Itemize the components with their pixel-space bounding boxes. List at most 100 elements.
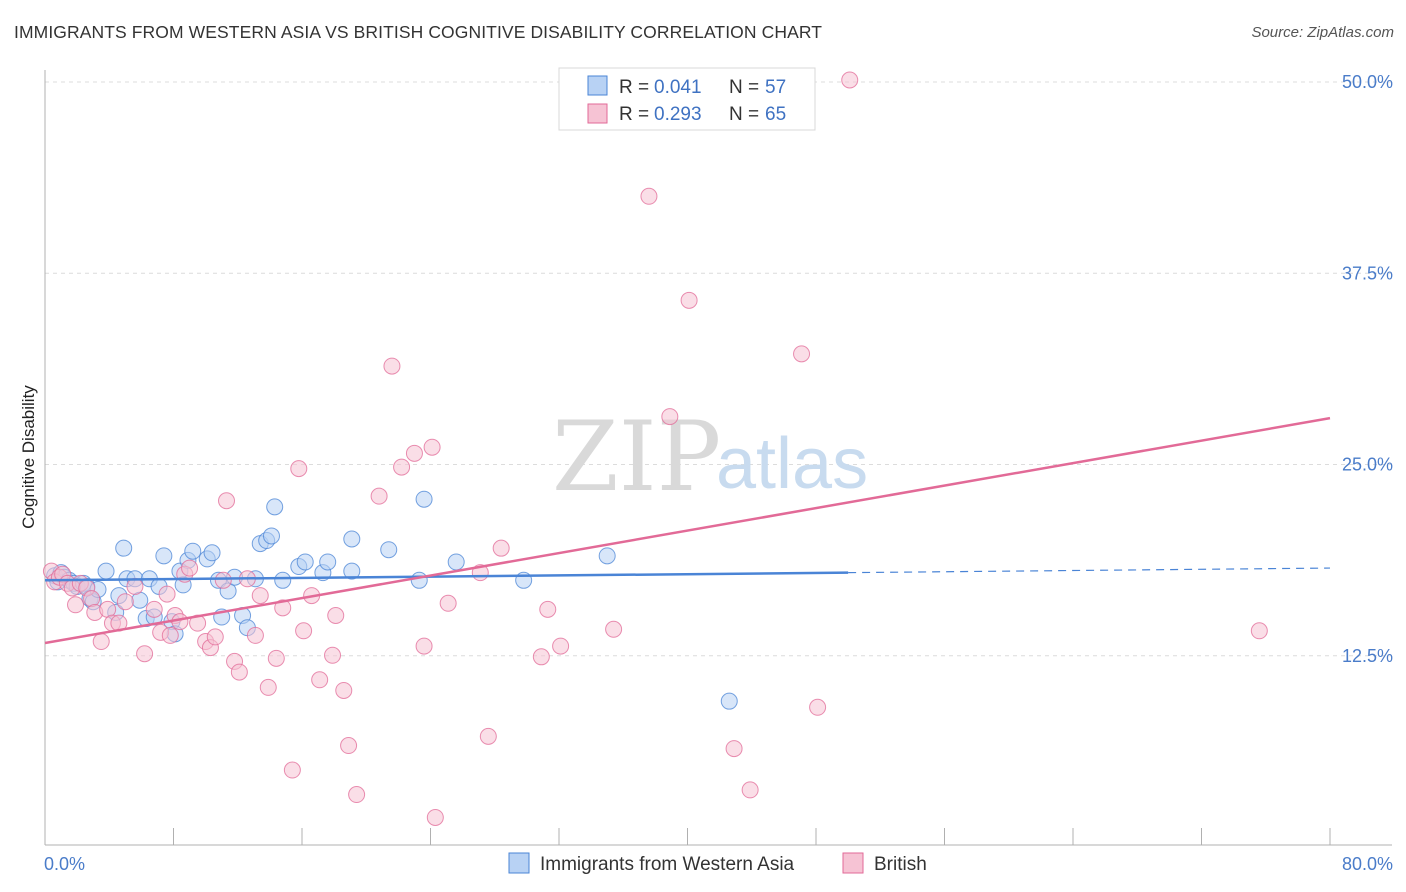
watermark-zip: ZIP [552,401,721,513]
point-series0-29 [184,542,202,560]
point-series0-41 [262,527,280,545]
trend-lines [44,416,1331,645]
point-series1-25 [181,559,199,577]
stats-n-label-blue: N = [729,77,759,98]
y-tick-label-1: 25.0% [1342,455,1393,475]
point-series1-60 [492,539,510,557]
point-series0-47 [319,553,337,571]
point-series1-63 [552,637,570,655]
point-series0-49 [343,530,361,548]
point-series1-18 [145,600,163,618]
point-series1-68 [725,740,743,758]
chart-title: IMMIGRANTS FROM WESTERN ASIA VS BRITISH … [14,22,823,42]
stats-r-value-pink: 0.293 [654,104,702,125]
point-series0-55 [598,547,616,565]
point-series1-39 [274,599,292,617]
point-series1-38 [267,649,285,667]
point-series1-33 [230,663,248,681]
point-series1-67 [680,291,698,309]
y-axis-label: Cognitive Disability [19,385,38,529]
point-series1-20 [158,585,176,603]
point-series1-49 [348,786,366,804]
point-series1-72 [841,71,859,89]
point-series0-51 [410,571,428,589]
point-series1-47 [335,681,353,699]
point-series0-42 [266,498,284,516]
point-series1-62 [539,600,557,618]
y-tick-label-3: 50.0% [1342,72,1393,92]
point-series1-55 [423,438,441,456]
point-series1-54 [415,637,433,655]
watermark: ZIP atlas [552,401,868,513]
stats-swatch-blue [587,75,608,96]
trend-line-british [44,416,1331,645]
point-series1-69 [741,781,759,799]
point-series1-9 [83,590,101,608]
point-series1-64 [605,620,623,638]
point-series0-45 [296,553,314,571]
x-tick-label-max: 80.0% [1342,854,1393,874]
point-series1-35 [246,626,264,644]
point-series1-56 [426,808,444,826]
point-series1-16 [126,577,144,595]
trend-line-western-asia-extension [848,567,1331,574]
point-series0-52 [415,490,433,508]
y-tick-label-2: 37.5% [1342,263,1393,283]
point-series1-57 [439,594,457,612]
stats-legend: R = 0.041 N = 57 R = 0.293 N = 65 [558,67,816,131]
x-tick-label-min: 0.0% [44,854,85,874]
axes [44,70,1392,846]
y-axis-tick-labels: 12.5% 25.0% 37.5% 50.0% [1342,72,1393,666]
stats-r-value-blue: 0.041 [654,77,702,98]
point-series1-50 [370,487,388,505]
point-series1-41 [290,460,308,478]
x-axis-ticks [173,828,1331,845]
point-series1-44 [311,671,329,689]
stats-r-label-pink: R = [619,104,649,125]
point-series1-31 [218,492,236,510]
series-legend: Immigrants from Western Asia British [508,852,927,875]
legend-label-western-asia: Immigrants from Western Asia [540,854,795,875]
point-series1-42 [295,622,313,640]
point-series1-46 [327,607,345,624]
point-series1-30 [214,571,232,589]
point-series1-61 [532,648,550,666]
point-series0-15 [115,539,133,557]
point-series1-66 [661,408,679,426]
point-series1-40 [283,761,301,779]
point-series1-71 [809,698,827,716]
point-series0-31 [203,544,221,562]
y-tick-label-0: 12.5% [1342,646,1393,666]
point-series1-21 [161,626,179,644]
point-series0-50 [380,541,398,559]
point-series1-6 [67,596,85,614]
point-series1-70 [793,345,811,363]
point-series0-48 [343,562,361,580]
point-series1-51 [383,357,401,375]
stats-r-label-blue: R = [619,77,649,98]
trend-line-western-asia [44,571,849,582]
point-series1-53 [405,444,423,462]
point-series1-37 [259,678,277,696]
point-series1-52 [393,458,411,476]
point-series1-48 [340,737,358,755]
point-series0-53 [447,553,465,571]
point-series0-43 [274,571,292,589]
legend-swatch-western-asia [508,852,530,874]
watermark-atlas: atlas [716,424,868,504]
point-series1-17 [136,645,154,663]
point-series1-36 [251,587,269,605]
stats-n-value-blue: 57 [765,77,786,98]
data-points [42,71,1268,826]
stats-n-label-pink: N = [729,104,759,125]
point-series1-59 [479,727,497,745]
source-label: Source: ZipAtlas.com [1251,24,1394,41]
point-series0-23 [155,547,173,565]
point-series1-11 [92,633,110,651]
point-series1-15 [116,593,134,611]
point-series1-29 [206,628,224,646]
point-series0-12 [97,562,115,580]
point-series1-45 [324,646,342,664]
legend-label-british: British [874,854,927,875]
